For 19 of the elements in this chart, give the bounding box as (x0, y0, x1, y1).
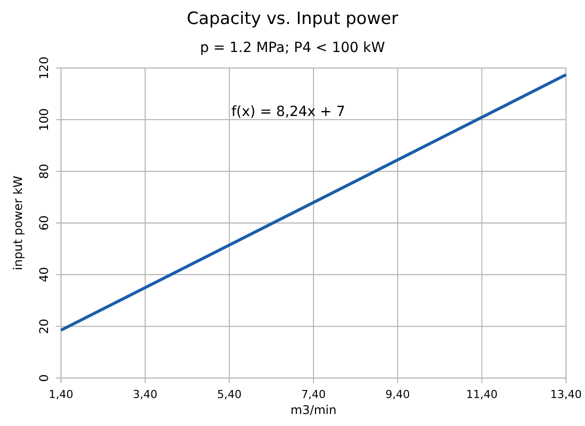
x-tick-label: 1,40 (48, 388, 74, 401)
chart-subtitle: p = 1.2 MPa; P4 < 100 kW (200, 40, 386, 56)
x-tick-label: 7,40 (301, 388, 326, 401)
y-tick-label: 100 (37, 108, 51, 132)
x-tick-label: 13,40 (550, 388, 582, 401)
x-tick-label: 11,40 (466, 388, 498, 401)
chart-title: Capacity vs. Input power (186, 9, 398, 29)
annotation: f(x) = 8,24x + 7 (231, 104, 346, 120)
x-tick-label: 9,40 (385, 388, 410, 401)
x-axis-title: m3/min (290, 403, 336, 417)
x-tick-label: 3,40 (132, 388, 158, 401)
y-axis-title: input power kW (11, 176, 25, 270)
y-tick-label: 40 (37, 267, 51, 282)
y-tick-label: 80 (37, 164, 51, 179)
y-tick-label: 60 (37, 215, 51, 231)
x-tick-label: 5,40 (217, 388, 242, 401)
y-tick-label: 120 (37, 56, 51, 80)
y-tick-label: 20 (37, 318, 51, 334)
y-tick-label: 0 (37, 374, 51, 382)
